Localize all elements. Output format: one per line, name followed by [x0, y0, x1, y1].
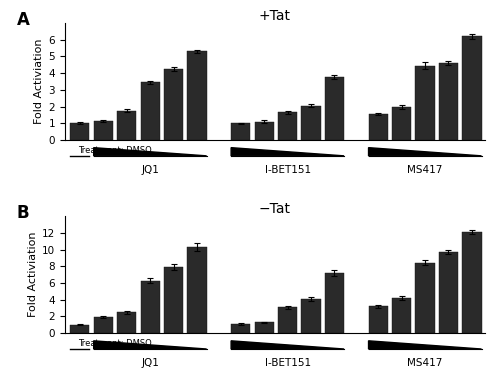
Bar: [254, 122, 274, 140]
Bar: [117, 111, 136, 140]
Bar: [188, 247, 206, 333]
Text: B: B: [16, 205, 30, 223]
Bar: [302, 299, 320, 333]
Bar: [416, 65, 434, 140]
Title: +Tat: +Tat: [259, 9, 291, 23]
Bar: [188, 51, 206, 140]
Y-axis label: Fold Activiation: Fold Activiation: [28, 232, 38, 318]
Bar: [117, 312, 136, 333]
Bar: [94, 121, 113, 140]
Bar: [439, 252, 458, 333]
Text: MS417: MS417: [408, 165, 442, 175]
Bar: [462, 232, 481, 333]
Bar: [368, 114, 388, 140]
Bar: [164, 267, 183, 333]
Bar: [254, 322, 274, 333]
Bar: [278, 307, 297, 333]
Bar: [94, 318, 113, 333]
Y-axis label: Fold Activiation: Fold Activiation: [34, 39, 44, 124]
Polygon shape: [368, 341, 482, 349]
Bar: [325, 273, 344, 333]
Bar: [392, 108, 411, 140]
Bar: [278, 113, 297, 140]
Text: I-BET151: I-BET151: [264, 165, 310, 175]
Bar: [325, 77, 344, 140]
Bar: [231, 324, 250, 333]
Title: −Tat: −Tat: [259, 202, 291, 216]
Bar: [140, 280, 160, 333]
Text: Treatment: DMSO: Treatment: DMSO: [78, 146, 152, 155]
Bar: [439, 63, 458, 140]
Bar: [231, 123, 250, 140]
Bar: [164, 69, 183, 140]
Polygon shape: [368, 148, 482, 156]
Polygon shape: [94, 341, 206, 349]
Polygon shape: [231, 148, 344, 156]
Bar: [462, 36, 481, 140]
Polygon shape: [94, 148, 206, 156]
Text: A: A: [16, 11, 30, 29]
Polygon shape: [231, 341, 344, 349]
Text: Treatment: DMSO: Treatment: DMSO: [78, 339, 152, 348]
Text: I-BET151: I-BET151: [264, 358, 310, 368]
Bar: [416, 263, 434, 333]
Text: MS417: MS417: [408, 358, 442, 368]
Bar: [70, 123, 89, 140]
Bar: [368, 306, 388, 333]
Text: JQ1: JQ1: [141, 358, 159, 368]
Bar: [70, 325, 89, 333]
Bar: [392, 298, 411, 333]
Text: JQ1: JQ1: [141, 165, 159, 175]
Bar: [302, 106, 320, 140]
Bar: [140, 82, 160, 140]
